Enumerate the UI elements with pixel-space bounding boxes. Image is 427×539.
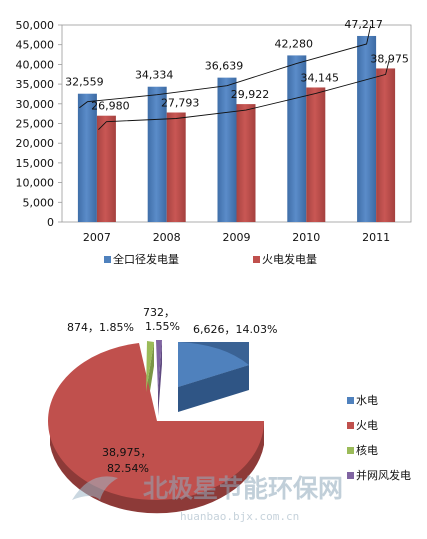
bar-data-label: 42,280 xyxy=(275,37,314,50)
pie-label-nuclear: 874，1.85% xyxy=(67,321,134,334)
y-tick-label: 10,000 xyxy=(16,177,55,190)
legend-label-wind: 并网风发电 xyxy=(356,468,411,482)
bar-total-generation xyxy=(77,93,97,223)
pie-data-labels: 6,626，14.03% 874，1.85% 732， 1.55% 38,975… xyxy=(67,306,277,475)
y-tick-label: 50,000 xyxy=(16,19,55,32)
bar-chart: 0 5,000 10,000 15,000 20,000 25,000 30,000 35,0… xyxy=(16,18,412,266)
pie-label-thermal-percent: 82.54% xyxy=(107,462,149,475)
bar-data-label: 26,980 xyxy=(91,100,130,113)
pie-slice-wind xyxy=(156,340,162,392)
bar-thermal-generation xyxy=(306,87,326,223)
trendlines xyxy=(79,25,391,131)
bar-total-generation xyxy=(357,35,377,222)
bar-thermal-generation xyxy=(236,104,256,222)
y-tick-label: 35,000 xyxy=(16,78,55,91)
bar-total-generation xyxy=(217,77,237,223)
x-tick-label: 2010 xyxy=(292,231,320,244)
y-tick-label: 5,000 xyxy=(23,196,55,209)
y-tick-label: 25,000 xyxy=(16,118,55,131)
legend-label-total: 全口径发电量 xyxy=(113,252,179,266)
x-tick-label: 2009 xyxy=(223,231,251,244)
bar-data-label: 29,922 xyxy=(231,88,270,101)
trendline-total xyxy=(79,25,372,109)
y-tick-label: 0 xyxy=(47,216,54,229)
watermark-url: huanbao.bjx.com.cn xyxy=(180,510,299,523)
legend-label-hydro: 水电 xyxy=(356,394,378,407)
legend-label-thermal: 火电发电量 xyxy=(262,252,317,266)
y-tick-label: 45,000 xyxy=(16,39,55,52)
y-tick-label: 20,000 xyxy=(16,137,55,150)
trendline-thermal xyxy=(98,58,391,131)
bar-data-label: 47,217 xyxy=(344,18,383,31)
legend-swatch-nuclear xyxy=(347,447,354,454)
bar-data-label: 36,639 xyxy=(205,60,244,73)
pie-3d-tops xyxy=(48,340,265,501)
pie-label-thermal-value: 38,975， xyxy=(102,446,152,459)
y-axis-ticks: 0 5,000 10,000 15,000 20,000 25,000 30,000 35,0… xyxy=(16,19,62,229)
bar-data-label: 27,793 xyxy=(161,96,200,109)
pie-slice-nuclear xyxy=(146,341,154,392)
watermark: 北极星节能环保网 huanbao.bjx.com.cn xyxy=(72,474,343,523)
x-tick-label: 2008 xyxy=(153,231,181,244)
bar-thermal-generation xyxy=(166,112,186,222)
pie-side-hydro-front xyxy=(178,365,249,412)
pie-label-wind-percent: 1.55% xyxy=(145,320,180,333)
y-tick-label: 15,000 xyxy=(16,157,55,170)
legend-swatch-thermal xyxy=(253,256,260,263)
bar-data-label: 34,145 xyxy=(301,71,340,84)
x-axis-ticks: 2007 2008 2009 2010 2011 xyxy=(83,231,390,244)
y-tick-label: 30,000 xyxy=(16,98,55,111)
bar-thermal-generation xyxy=(376,68,396,222)
bar-total-generation xyxy=(147,86,167,223)
bar-legend: 全口径发电量 火电发电量 xyxy=(104,252,317,266)
bar-data-label: 32,559 xyxy=(65,76,104,89)
pie-label-hydro: 6,626，14.03% xyxy=(193,323,277,336)
pie-slice-thermal xyxy=(48,343,265,501)
bar-data-label: 34,334 xyxy=(135,69,174,82)
pie-slice-hydro xyxy=(178,342,249,387)
legend-label-nuclear: 核电 xyxy=(356,443,378,457)
bar-data-label: 38,975 xyxy=(370,52,409,65)
y-tick-label: 40,000 xyxy=(16,58,55,71)
legend-swatch-thermal-pie xyxy=(347,422,354,429)
bar-thermal-generation xyxy=(96,115,116,222)
pie-side-wind xyxy=(158,340,162,416)
legend-swatch-hydro xyxy=(347,397,354,404)
bar-data-labels: 32,559 26,980 34,334 27,793 36,639 29,922 42,2… xyxy=(65,18,409,113)
x-tick-label: 2007 xyxy=(83,231,111,244)
legend-swatch-wind xyxy=(347,472,354,479)
watermark-text: 北极星节能环保网 xyxy=(143,474,343,503)
x-tick-label: 2011 xyxy=(362,231,390,244)
watermark-logo-icon xyxy=(72,476,118,500)
pie-legend: 水电 火电 核电 并网风发电 xyxy=(347,394,411,482)
legend-swatch-total xyxy=(104,256,111,263)
legend-label-thermal-pie: 火电 xyxy=(356,419,378,432)
pie-label-wind-value: 732， xyxy=(143,306,175,319)
